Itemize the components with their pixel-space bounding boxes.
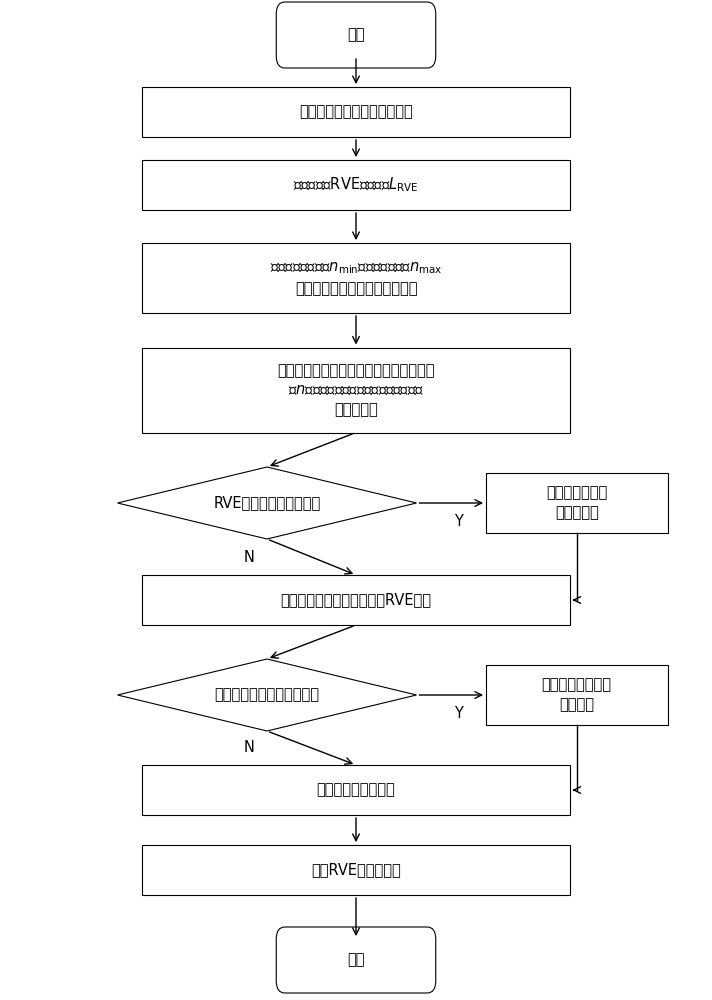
Text: 计算最小颗粒数目$n_{\mathrm{min}}$和最大颗粒数目$n_{\mathrm{max}}$
并确定最小级配夹杂颗粒的数量: 计算最小颗粒数目$n_{\mathrm{min}}$和最大颗粒数目$n_{\ma…: [270, 260, 442, 296]
FancyBboxPatch shape: [142, 575, 570, 625]
Text: 将颗粒转变为多边形: 将颗粒转变为多边形: [317, 782, 395, 798]
FancyBboxPatch shape: [142, 348, 570, 432]
FancyBboxPatch shape: [276, 2, 436, 68]
FancyBboxPatch shape: [486, 665, 668, 725]
Text: 开始: 开始: [347, 27, 365, 42]
Polygon shape: [117, 659, 417, 731]
Polygon shape: [117, 467, 417, 539]
FancyBboxPatch shape: [142, 243, 570, 313]
FancyBboxPatch shape: [142, 87, 570, 137]
Text: 输出RVE模型的参数: 输出RVE模型的参数: [311, 862, 401, 878]
Text: N: N: [244, 549, 255, 564]
Text: 所含颗粒是否为椭圆颗粒？: 所含颗粒是否为椭圆颗粒？: [214, 688, 320, 702]
FancyBboxPatch shape: [486, 473, 668, 533]
Text: Y: Y: [454, 514, 463, 528]
FancyBboxPatch shape: [142, 845, 570, 895]
FancyBboxPatch shape: [276, 927, 436, 993]
Text: 从已有最小等圆装载最佳方案中选择对应
的$n$个颗粒的装载方案，得到相应的圆心
位置和半径: 从已有最小等圆装载最佳方案中选择对应 的$n$个颗粒的装载方案，得到相应的圆心 …: [277, 363, 435, 417]
FancyBboxPatch shape: [142, 160, 570, 210]
Text: 确定最佳的RVE模型尺寸$L_{\mathrm{RVE}}$: 确定最佳的RVE模型尺寸$L_{\mathrm{RVE}}$: [293, 176, 419, 194]
Text: 确定各级配颗粒
中心及半径: 确定各级配颗粒 中心及半径: [546, 486, 607, 520]
Text: RVE模型是否为多级配？: RVE模型是否为多级配？: [214, 495, 320, 510]
Text: 产生符合周期性边界条件的RVE模型: 产生符合周期性边界条件的RVE模型: [281, 592, 431, 607]
Text: 输入颗粒增强复合材料的参数: 输入颗粒增强复合材料的参数: [299, 104, 413, 119]
Text: 结束: 结束: [347, 952, 365, 968]
Text: 将圆形颗粒变换为
椭圆颗粒: 将圆形颗粒变换为 椭圆颗粒: [542, 678, 612, 712]
FancyBboxPatch shape: [142, 765, 570, 815]
Text: Y: Y: [454, 706, 463, 720]
Text: N: N: [244, 740, 255, 756]
